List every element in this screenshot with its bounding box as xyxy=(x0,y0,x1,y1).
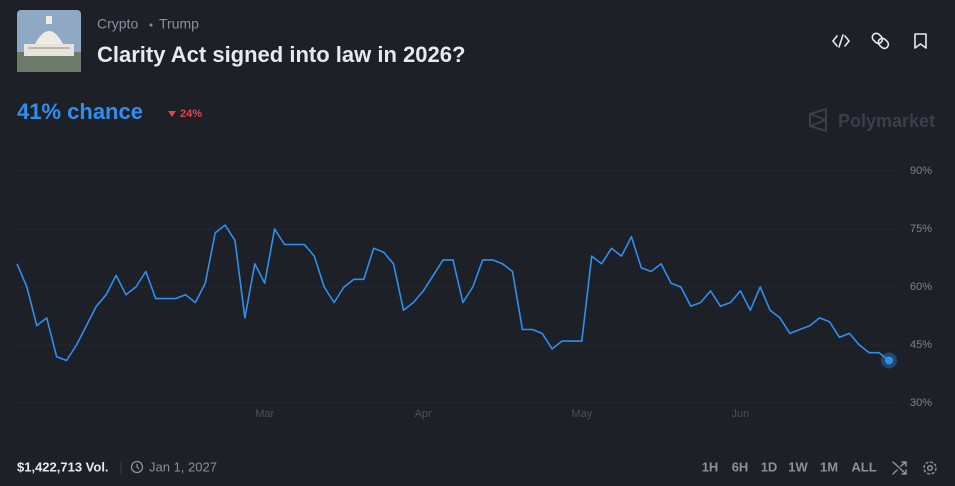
volume: $1,422,713 Vol. xyxy=(17,459,109,474)
range-button[interactable]: ALL xyxy=(851,459,876,474)
clock-icon xyxy=(130,460,144,474)
price-line xyxy=(16,224,890,362)
brand-name: Polymarket xyxy=(838,111,935,131)
settings-button[interactable] xyxy=(923,461,937,475)
breadcrumb[interactable]: Crypto xyxy=(97,16,138,32)
range-button[interactable]: 1W xyxy=(788,459,808,474)
y-tick-label: 75% xyxy=(910,223,932,235)
x-tick-label: Apr xyxy=(415,408,432,420)
y-tick-label: 45% xyxy=(910,339,932,351)
range-button[interactable]: 1D xyxy=(761,459,778,474)
breadcrumb-separator xyxy=(149,23,153,27)
x-tick-label: May xyxy=(571,408,592,420)
end-date: Jan 1, 2027 xyxy=(149,459,217,474)
chance-label: 41% chance xyxy=(17,99,143,124)
market-title: Clarity Act signed into law in 2026? xyxy=(97,42,465,67)
market-thumbnail xyxy=(17,10,81,72)
bookmark-button[interactable] xyxy=(914,33,927,49)
copy-link-button[interactable] xyxy=(871,32,890,50)
change-label: 24% xyxy=(180,108,202,120)
x-tick-label: Mar xyxy=(255,408,274,420)
range-button[interactable]: 6H xyxy=(732,459,749,474)
current-point xyxy=(885,356,893,365)
shuffle-button[interactable] xyxy=(892,461,907,475)
embed-button[interactable] xyxy=(831,34,851,48)
y-tick-label: 90% xyxy=(910,165,932,177)
range-button[interactable]: 1H xyxy=(702,459,719,474)
y-tick-label: 60% xyxy=(910,281,932,293)
change-arrow xyxy=(168,111,176,117)
price-chart: 30% 45% 60% 75% 90% Mar Apr May Jun xyxy=(16,165,932,420)
brand-logo xyxy=(809,108,827,132)
x-tick-label: Jun xyxy=(731,408,749,420)
range-button[interactable]: 1M xyxy=(820,459,838,474)
breadcrumb[interactable]: Trump xyxy=(159,16,199,32)
range-selector: 1H 6H 1D 1W 1M ALL xyxy=(702,459,877,474)
y-tick-label: 30% xyxy=(910,397,932,409)
